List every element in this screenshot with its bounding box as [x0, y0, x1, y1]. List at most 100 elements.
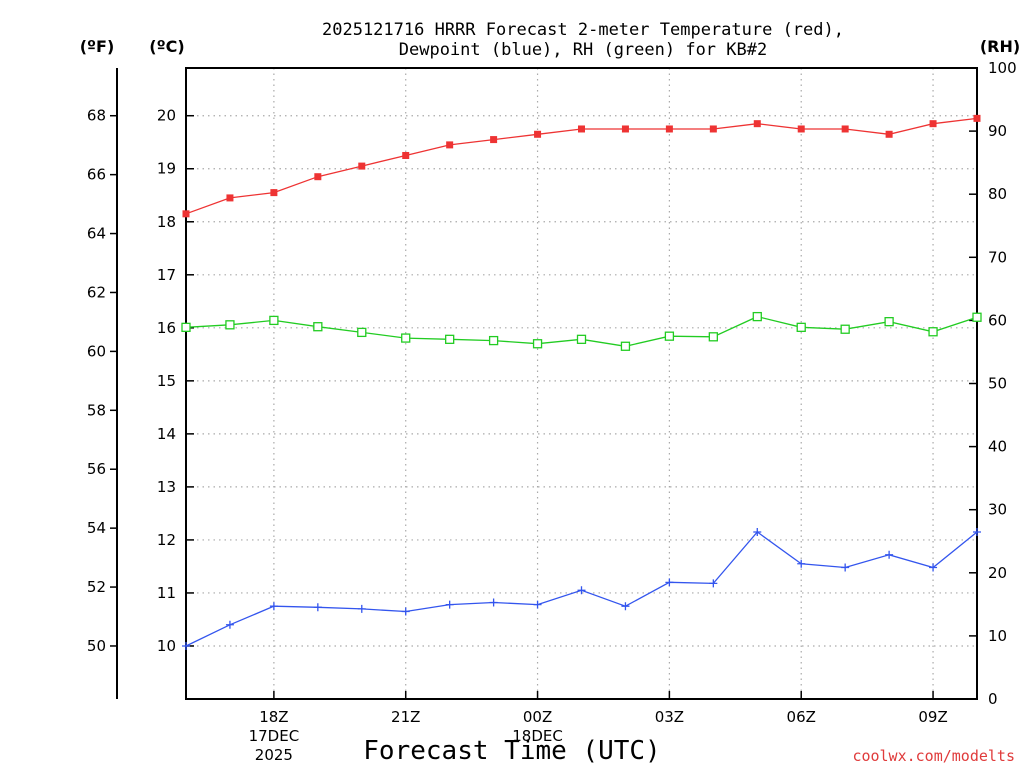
- x-tick-label: 00Z: [523, 708, 552, 726]
- c-tick-label: 14: [157, 425, 176, 443]
- c-tick-label: 13: [157, 478, 176, 496]
- temperature-point: [665, 125, 673, 133]
- rh-point: [972, 312, 982, 322]
- temperature-point: [534, 130, 542, 138]
- rh-tick-label: 80: [988, 185, 1007, 203]
- f-tick-label: 66: [87, 166, 106, 184]
- dewpoint-point: [753, 527, 762, 536]
- temperature-point: [490, 136, 498, 144]
- credit-text: coolwx.com/modelts: [852, 747, 1015, 765]
- dewpoint-point: [929, 563, 938, 572]
- fahrenheit-unit-label: (ºF): [80, 37, 115, 56]
- dewpoint-point: [313, 603, 322, 612]
- series-markers-temperature: [182, 114, 981, 218]
- temperature-point: [797, 125, 805, 133]
- rh-point: [664, 331, 675, 341]
- x-axis-title: Forecast Time (UTC): [363, 736, 660, 766]
- rh-point: [928, 327, 938, 337]
- plot-area: 50 52 54 56 58 60 62 64 66 68 10 11 12 13 14 15 16 17 18 19…: [87, 59, 1017, 764]
- rh-point: [445, 334, 455, 344]
- x-tick-label: 09Z: [918, 708, 947, 726]
- rh-tick-label: 50: [988, 375, 1007, 393]
- dewpoint-point: [665, 578, 674, 587]
- c-tick-label: 16: [157, 319, 176, 337]
- f-tick-label: 52: [87, 578, 106, 596]
- chart-title-line2: Dewpoint (blue), RH (green) for KB#2: [399, 40, 767, 60]
- temperature-point: [973, 114, 981, 122]
- rh-point: [181, 322, 191, 332]
- c-tick-label: 20: [157, 107, 176, 125]
- x-tick-label: 18Z: [259, 708, 288, 726]
- x-tick-label: 17DEC: [249, 727, 300, 745]
- rh-tick-label: 10: [988, 627, 1007, 645]
- dewpoint-point: [577, 586, 586, 595]
- f-tick-label: 60: [87, 342, 106, 360]
- temperature-point: [841, 125, 849, 133]
- c-tick-label: 11: [157, 584, 176, 602]
- rh-point: [225, 320, 235, 330]
- dewpoint-point: [709, 579, 718, 588]
- rh-tick-label: 70: [988, 248, 1007, 266]
- rh-point: [488, 335, 499, 346]
- f-tick-label: 56: [87, 460, 106, 478]
- dewpoint-point: [269, 602, 278, 611]
- dewpoint-point: [885, 550, 894, 559]
- dewpoint-point: [973, 527, 981, 536]
- celsius-unit-label: (ºC): [149, 37, 184, 56]
- chart-title-line1: 2025121716 HRRR Forecast 2-meter Tempera…: [322, 20, 844, 40]
- temperature-point: [885, 130, 893, 138]
- temperature-point: [314, 173, 322, 181]
- temperature-point: [709, 125, 717, 133]
- temperature-point: [929, 120, 937, 128]
- f-tick-label: 50: [87, 637, 106, 655]
- series-markers-dewpoint: [182, 527, 981, 650]
- dewpoint-point: [445, 600, 454, 609]
- rh-tick-label: 0: [988, 690, 998, 708]
- temperature-point: [753, 120, 761, 128]
- dewpoint-point: [797, 559, 806, 568]
- dewpoint-point: [489, 598, 498, 607]
- rh-tick-label: 20: [988, 564, 1007, 582]
- rh-unit-label: (RH): [980, 37, 1020, 56]
- f-tick-label: 58: [87, 401, 106, 419]
- temperature-point: [182, 210, 190, 218]
- dewpoint-point: [182, 641, 190, 650]
- temperature-point: [358, 162, 366, 170]
- x-tick-label: 2025: [255, 746, 293, 764]
- rh-point: [796, 322, 806, 332]
- rh-point: [752, 311, 762, 322]
- f-tick-label: 64: [87, 225, 106, 243]
- f-tick-label: 62: [87, 283, 106, 301]
- rh-point: [576, 334, 587, 344]
- series-markers-rh: [181, 311, 982, 351]
- rh-point: [884, 317, 894, 327]
- dewpoint-point: [401, 607, 410, 616]
- plot-frame: [185, 67, 978, 700]
- temperature-point: [446, 141, 454, 149]
- dewpoint-point: [225, 620, 234, 629]
- c-tick-label: 17: [157, 266, 176, 284]
- f-tick-label: 54: [87, 519, 106, 537]
- temperature-point: [578, 125, 585, 133]
- rh-tick-label: 40: [988, 438, 1007, 456]
- rh-tick-label: 60: [988, 311, 1007, 329]
- rh-tick-label: 100: [988, 59, 1017, 77]
- temperature-point: [402, 151, 410, 159]
- c-tick-label: 18: [157, 213, 176, 231]
- dewpoint-point: [621, 602, 630, 611]
- rh-point: [708, 332, 718, 342]
- c-tick-label: 15: [157, 372, 176, 390]
- rh-point: [313, 322, 323, 332]
- dewpoint-point: [357, 604, 366, 613]
- dewpoint-point: [841, 563, 850, 572]
- f-tick-label: 68: [87, 107, 106, 125]
- temperature-point: [621, 125, 629, 133]
- temperature-point: [226, 194, 234, 202]
- c-tick-label: 10: [157, 637, 176, 655]
- rh-point: [357, 327, 367, 338]
- x-tick-label: 03Z: [655, 708, 684, 726]
- rh-point: [840, 324, 850, 334]
- rh-tick-label: 90: [988, 122, 1007, 140]
- temperature-point: [270, 189, 278, 197]
